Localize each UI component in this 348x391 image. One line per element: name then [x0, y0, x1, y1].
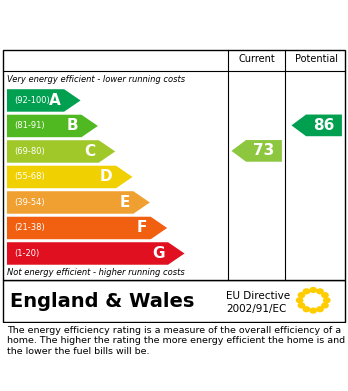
Polygon shape [7, 242, 184, 265]
Circle shape [296, 298, 303, 303]
Circle shape [324, 298, 330, 303]
Text: 73: 73 [253, 143, 274, 158]
Circle shape [298, 303, 304, 308]
Circle shape [310, 308, 316, 313]
Text: B: B [66, 118, 78, 133]
Polygon shape [7, 115, 98, 137]
Text: (1-20): (1-20) [14, 249, 39, 258]
Circle shape [322, 303, 328, 308]
Circle shape [303, 289, 310, 294]
Circle shape [310, 287, 316, 292]
Text: A: A [49, 93, 61, 108]
Text: The energy efficiency rating is a measure of the overall efficiency of a home. T: The energy efficiency rating is a measur… [7, 326, 345, 356]
Text: (55-68): (55-68) [14, 172, 45, 181]
Circle shape [317, 307, 323, 312]
Polygon shape [231, 140, 282, 162]
Polygon shape [7, 217, 167, 239]
Text: 86: 86 [313, 118, 334, 133]
Text: Very energy efficient - lower running costs: Very energy efficient - lower running co… [7, 75, 185, 84]
Text: F: F [137, 221, 147, 235]
Polygon shape [7, 140, 115, 163]
Circle shape [317, 289, 323, 294]
Polygon shape [7, 89, 80, 112]
Circle shape [298, 293, 304, 298]
Text: Potential: Potential [295, 54, 338, 64]
Circle shape [322, 293, 328, 298]
Text: D: D [100, 169, 113, 185]
Text: Energy Efficiency Rating: Energy Efficiency Rating [10, 15, 258, 33]
Polygon shape [7, 166, 133, 188]
Text: E: E [120, 195, 130, 210]
Text: C: C [84, 144, 95, 159]
Text: G: G [152, 246, 165, 261]
Text: (81-91): (81-91) [14, 122, 45, 131]
Circle shape [303, 307, 310, 312]
Text: (21-38): (21-38) [14, 224, 45, 233]
Text: 2002/91/EC: 2002/91/EC [226, 304, 286, 314]
Polygon shape [7, 191, 150, 214]
Text: Current: Current [238, 54, 275, 64]
Text: England & Wales: England & Wales [10, 292, 195, 310]
Text: (92-100): (92-100) [14, 96, 50, 105]
Text: Not energy efficient - higher running costs: Not energy efficient - higher running co… [7, 268, 185, 277]
Text: (69-80): (69-80) [14, 147, 45, 156]
Text: EU Directive: EU Directive [226, 291, 290, 301]
Polygon shape [291, 115, 342, 136]
Text: (39-54): (39-54) [14, 198, 45, 207]
